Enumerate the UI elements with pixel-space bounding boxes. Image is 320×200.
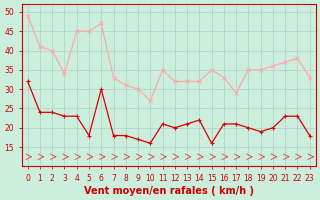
X-axis label: Vent moyen/en rafales ( km/h ): Vent moyen/en rafales ( km/h ) — [84, 186, 254, 196]
